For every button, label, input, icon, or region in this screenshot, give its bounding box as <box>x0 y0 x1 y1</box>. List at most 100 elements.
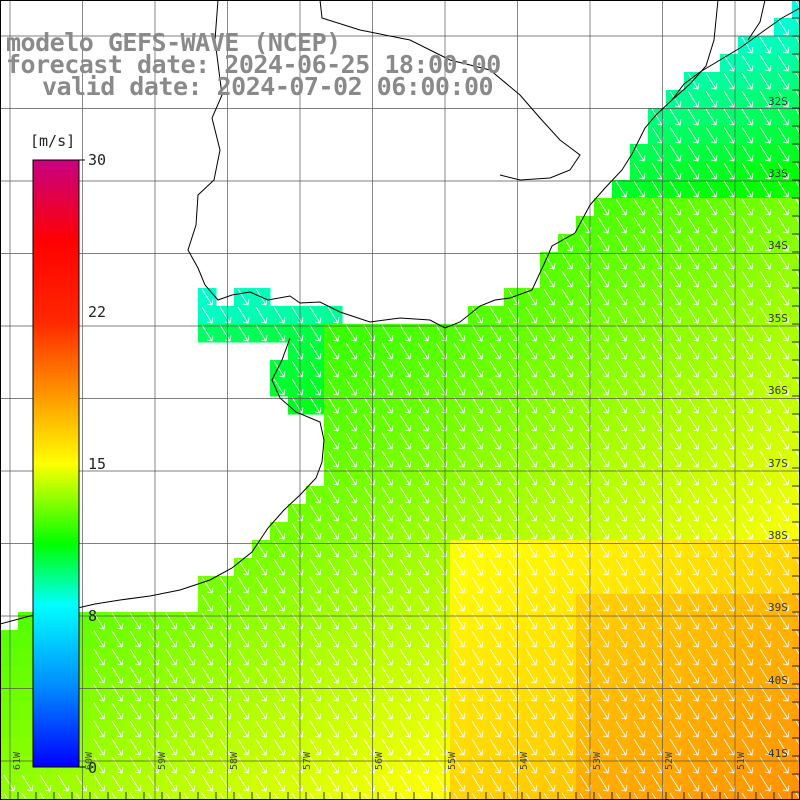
wind-arrow <box>129 630 142 648</box>
wind-arrow <box>273 684 286 702</box>
wind-arrow <box>345 756 358 774</box>
field-cell <box>792 126 800 145</box>
wind-arrow <box>417 576 430 594</box>
field-cell <box>0 720 19 739</box>
wind-arrow <box>435 630 448 648</box>
wind-arrow <box>435 468 448 486</box>
field-cell <box>792 774 800 793</box>
wind-arrow <box>741 306 754 324</box>
wind-arrow <box>327 522 340 540</box>
wind-arrow <box>633 162 646 180</box>
field-cell <box>792 432 800 451</box>
wind-arrow <box>381 396 394 414</box>
wind-arrow <box>327 324 340 342</box>
wind-arrow <box>435 774 448 792</box>
wind-arrow <box>525 792 531 800</box>
wind-arrow <box>669 396 682 414</box>
field-cell <box>558 792 577 800</box>
wind-arrow <box>489 378 502 396</box>
wind-arrow <box>219 774 232 792</box>
wind-arrow <box>93 792 99 800</box>
wind-arrow <box>795 72 800 81</box>
wind-arrow <box>669 774 682 792</box>
wind-arrow <box>381 504 394 522</box>
wind-arrow <box>489 360 502 378</box>
wind-arrow <box>777 72 790 90</box>
wind-arrow <box>471 630 484 648</box>
wind-arrow <box>561 306 574 324</box>
field-cell <box>792 612 800 631</box>
wind-arrow <box>453 756 466 774</box>
wind-arrow <box>525 468 538 486</box>
wind-arrow <box>777 234 790 252</box>
lon-label: 57W <box>302 751 313 770</box>
wind-arrow <box>777 414 790 432</box>
wind-arrow <box>705 108 718 126</box>
wind-arrow <box>597 216 610 234</box>
wind-arrow <box>777 252 790 270</box>
wind-arrow <box>687 342 700 360</box>
wind-arrow <box>687 558 700 576</box>
field-cell <box>738 792 757 800</box>
wind-arrow <box>507 504 520 522</box>
wind-arrow <box>435 360 448 378</box>
wind-arrow <box>453 666 466 684</box>
wind-arrow <box>453 522 466 540</box>
wind-arrow <box>687 774 700 792</box>
wind-arrow <box>525 558 538 576</box>
wind-arrow <box>543 504 556 522</box>
wind-arrow <box>561 738 574 756</box>
wind-arrow <box>273 630 286 648</box>
field-cell <box>18 702 37 721</box>
wind-arrow <box>327 504 340 522</box>
wind-arrow <box>759 198 772 216</box>
wind-arrow <box>471 432 484 450</box>
wind-arrow <box>597 702 610 720</box>
wind-arrow <box>741 36 754 54</box>
wind-arrow <box>345 378 358 396</box>
wind-arrow <box>57 774 70 792</box>
wind-arrow <box>705 414 718 432</box>
wind-arrow <box>741 234 754 252</box>
wind-arrow <box>399 432 412 450</box>
wind-arrow <box>741 558 754 576</box>
wind-arrow <box>741 90 754 108</box>
wind-arrow <box>633 666 646 684</box>
wind-arrow <box>129 684 142 702</box>
wind-arrow <box>741 774 754 792</box>
wind-arrow <box>543 414 556 432</box>
wind-arrow <box>255 630 268 648</box>
wind-arrow <box>705 216 718 234</box>
wind-arrow <box>453 576 466 594</box>
field-cell <box>792 558 800 577</box>
coastline-lagoon <box>671 0 766 101</box>
wind-arrow <box>669 432 682 450</box>
wind-arrow <box>633 774 646 792</box>
wind-arrow <box>669 792 675 800</box>
wind-arrow <box>237 756 250 774</box>
wind-arrow <box>633 180 646 198</box>
wind-arrow <box>759 72 772 90</box>
wind-arrow <box>687 180 700 198</box>
wind-arrow <box>273 306 286 324</box>
wind-arrow <box>669 90 682 108</box>
wind-arrow <box>399 468 412 486</box>
wind-arrow <box>777 468 790 486</box>
wind-arrow <box>399 522 412 540</box>
wind-arrow <box>759 342 772 360</box>
wind-arrow <box>633 630 646 648</box>
wind-arrow <box>219 648 232 666</box>
wind-arrow <box>615 450 628 468</box>
field-cell <box>576 792 595 800</box>
wind-arrow <box>345 432 358 450</box>
wind-arrow <box>273 648 286 666</box>
wind-arrow <box>201 630 214 648</box>
wind-arrow <box>705 324 718 342</box>
wind-arrow <box>543 576 556 594</box>
wind-arrow <box>705 396 718 414</box>
wind-arrow <box>507 450 520 468</box>
wind-arrow <box>435 432 448 450</box>
wind-arrow <box>471 378 484 396</box>
wind-arrow <box>597 396 610 414</box>
wind-arrow <box>795 576 800 585</box>
